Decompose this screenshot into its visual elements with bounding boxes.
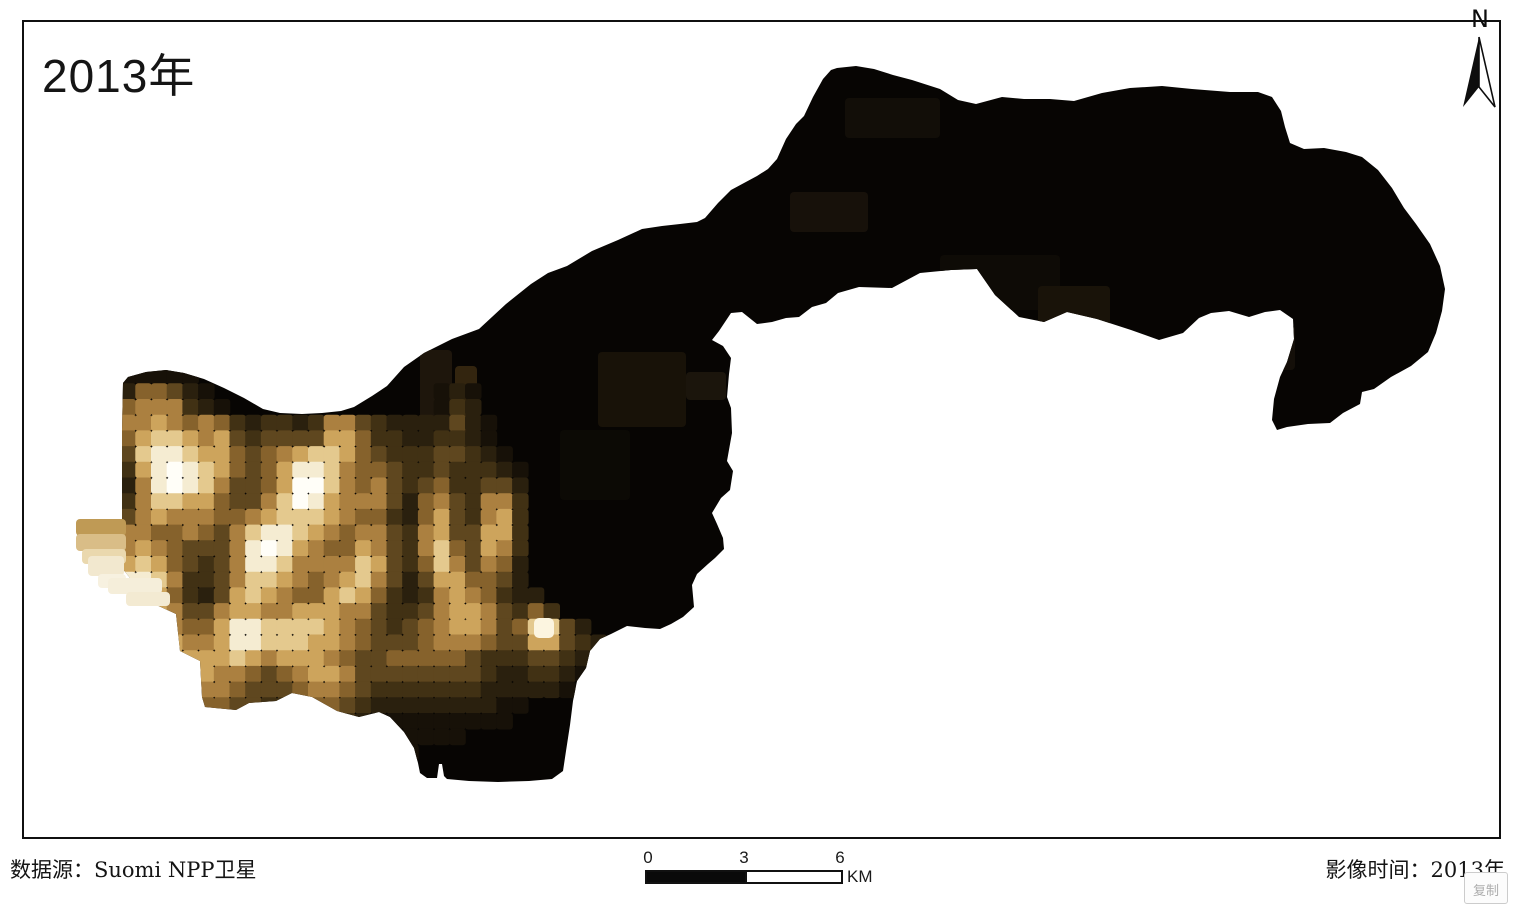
faint-light-patch <box>76 534 126 551</box>
scale-bar-graphic <box>645 870 843 884</box>
scale-tick-0: 0 <box>643 848 653 867</box>
data-source-caption: 数据源：Suomi NPP卫星 <box>10 858 257 882</box>
scale-bar-filled-segment <box>647 872 745 882</box>
faint-light-patch <box>88 556 124 576</box>
scale-bar: 0 3 6 KM <box>640 848 890 890</box>
north-label: N <box>1471 5 1489 33</box>
scale-tick-6: 6 <box>835 848 845 867</box>
map-frame <box>22 20 1501 839</box>
raster-cells <box>122 98 1295 782</box>
scale-tick-3: 3 <box>739 848 749 867</box>
faint-light-patch <box>126 592 170 606</box>
north-arrow-icon <box>1463 36 1496 108</box>
faint-light-patch <box>76 519 126 536</box>
faint-light-patch <box>108 578 162 594</box>
north-arrow: N <box>1452 6 1508 122</box>
copy-button[interactable]: 复制 <box>1464 872 1508 904</box>
map-title: 2013年 <box>42 50 196 102</box>
scale-bar-empty-segment <box>745 872 841 882</box>
scale-unit: KM <box>847 867 873 886</box>
